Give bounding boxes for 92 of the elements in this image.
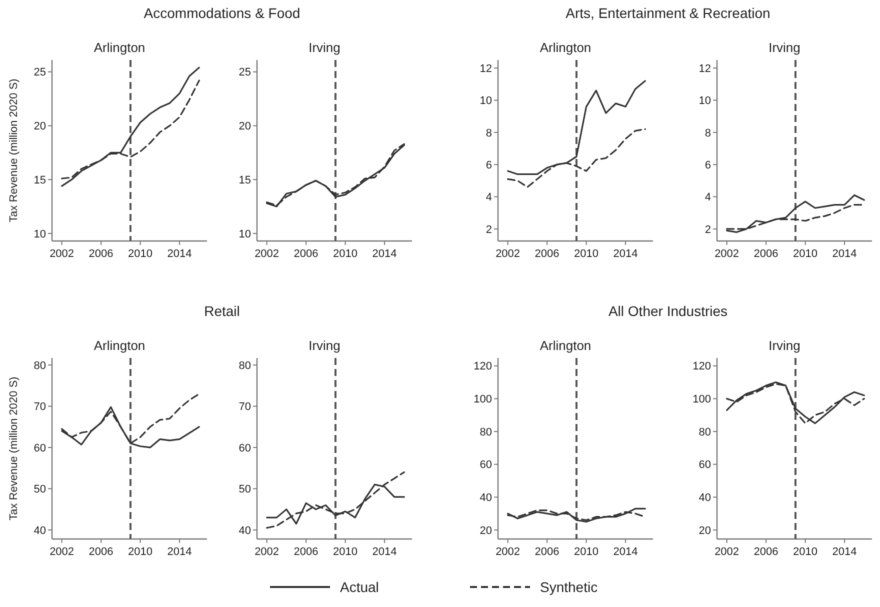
y-tick-label: 50 bbox=[34, 484, 46, 496]
x-tick-label: 2002 bbox=[714, 546, 740, 558]
chart-subtitle: Irving bbox=[308, 338, 340, 353]
y-tick-label: 80 bbox=[34, 360, 46, 372]
y-tick-label: 10 bbox=[238, 228, 251, 240]
chart-title: All Other Industries bbox=[608, 303, 728, 319]
x-tick-label: 2010 bbox=[574, 248, 599, 260]
line-series bbox=[61, 66, 200, 187]
y-tick-label: 10 bbox=[34, 228, 46, 240]
x-tick-label: 2002 bbox=[496, 248, 520, 260]
x-tick-label: 2014 bbox=[832, 248, 857, 260]
x-tick-label: 2014 bbox=[167, 248, 192, 260]
line-series bbox=[266, 471, 405, 529]
x-tick-label: 2010 bbox=[574, 546, 599, 558]
x-tick-label: 2002 bbox=[254, 248, 280, 260]
y-tick-label: 4 bbox=[486, 192, 492, 204]
y-tick-label: 15 bbox=[34, 174, 46, 186]
y-tick-label: 120 bbox=[474, 360, 492, 373]
y-tick-label: 40 bbox=[34, 524, 46, 537]
legend-label: Synthetic bbox=[540, 578, 598, 595]
y-tick-label: 40 bbox=[480, 492, 492, 504]
y-tick-label: 70 bbox=[34, 401, 46, 414]
y-tick-label: 2 bbox=[486, 224, 492, 236]
y-tick-label: 20 bbox=[480, 524, 492, 537]
x-tick-label: 2014 bbox=[832, 546, 857, 558]
x-tick-label: 2006 bbox=[294, 546, 318, 558]
y-tick-label: 10 bbox=[480, 95, 492, 108]
x-tick-label: 2010 bbox=[793, 546, 818, 558]
y-tick-label: 100 bbox=[474, 394, 492, 406]
x-tick-label: 2006 bbox=[754, 248, 778, 260]
chart-title: Arts, Entertainment & Recreation bbox=[566, 5, 770, 21]
y-tick-label: 80 bbox=[698, 426, 711, 438]
y-tick-label: 10 bbox=[698, 95, 711, 108]
y-tick-label: 2 bbox=[704, 224, 711, 236]
chart-subtitle: Irving bbox=[768, 338, 800, 353]
x-tick-label: 2006 bbox=[294, 248, 318, 260]
y-tick-label: 80 bbox=[480, 426, 492, 438]
x-tick-label: 2002 bbox=[714, 248, 740, 260]
y-tick-label: 6 bbox=[704, 159, 711, 172]
y-tick-label: 80 bbox=[238, 360, 251, 372]
y-tick-label: 50 bbox=[238, 484, 251, 496]
chart-title: Accommodations & Food bbox=[144, 5, 300, 21]
y-tick-label: 25 bbox=[34, 66, 46, 79]
y-tick-label: 120 bbox=[692, 360, 711, 373]
y-tick-label: 60 bbox=[698, 459, 711, 472]
x-tick-label: 2014 bbox=[613, 248, 638, 260]
legend-label: Actual bbox=[340, 578, 379, 595]
chart-subtitle: Irving bbox=[768, 40, 800, 55]
y-tick-label: 25 bbox=[238, 66, 251, 79]
y-tick-label: 8 bbox=[486, 127, 492, 140]
x-tick-label: 2002 bbox=[254, 546, 280, 558]
chart-subtitle: Arlington bbox=[94, 338, 146, 353]
y-tick-label: 4 bbox=[704, 192, 711, 204]
x-tick-label: 2010 bbox=[333, 248, 358, 260]
x-tick-label: 2006 bbox=[534, 248, 560, 260]
y-tick-label: 40 bbox=[698, 492, 711, 504]
x-tick-label: 2014 bbox=[372, 248, 397, 260]
y-tick-label: 6 bbox=[486, 159, 492, 172]
y-tick-label: 60 bbox=[238, 442, 251, 454]
y-tick-label: 8 bbox=[704, 127, 711, 140]
x-tick-label: 2006 bbox=[88, 248, 114, 260]
chart-subtitle: Irving bbox=[308, 40, 340, 55]
x-tick-label: 2002 bbox=[50, 546, 74, 558]
x-tick-label: 2014 bbox=[613, 546, 638, 558]
chart-subtitle: Arlington bbox=[540, 338, 592, 353]
x-tick-label: 2010 bbox=[793, 248, 818, 260]
x-tick-label: 2006 bbox=[534, 546, 560, 558]
x-tick-label: 2002 bbox=[496, 546, 520, 558]
x-tick-label: 2002 bbox=[50, 248, 74, 260]
x-tick-label: 2006 bbox=[88, 546, 114, 558]
chart-subtitle: Arlington bbox=[94, 40, 146, 55]
y-tick-label: 70 bbox=[238, 401, 251, 414]
y-tick-label: 20 bbox=[238, 120, 251, 133]
x-tick-label: 2010 bbox=[128, 248, 153, 260]
y-tick-label: 12 bbox=[698, 62, 711, 75]
y-tick-label: 60 bbox=[34, 442, 46, 454]
y-tick-label: 12 bbox=[480, 62, 492, 75]
x-tick-label: 2010 bbox=[128, 546, 153, 558]
y-tick-label: 20 bbox=[698, 524, 711, 537]
y-tick-label: 15 bbox=[238, 174, 251, 186]
y-axis-title: Tax Revenue (million 2020 S) bbox=[8, 376, 20, 520]
y-tick-label: 20 bbox=[34, 120, 46, 133]
y-tick-label: 40 bbox=[238, 524, 251, 537]
x-tick-label: 2014 bbox=[372, 546, 397, 558]
x-tick-label: 2006 bbox=[754, 546, 778, 558]
y-tick-label: 60 bbox=[480, 459, 492, 472]
x-tick-label: 2010 bbox=[333, 546, 358, 558]
y-axis-title: Tax Revenue (million 2020 S) bbox=[8, 78, 20, 222]
chart-subtitle: Arlington bbox=[540, 40, 592, 55]
chart-title: Retail bbox=[204, 303, 240, 319]
y-tick-label: 100 bbox=[692, 394, 711, 406]
x-tick-label: 2014 bbox=[167, 546, 192, 558]
